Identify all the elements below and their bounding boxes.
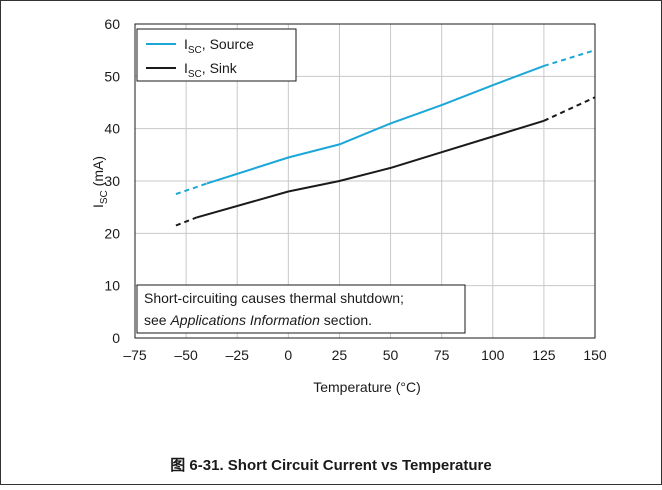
y-tick-labels: 0 10 20 30 40 50 60 <box>104 16 120 346</box>
legend-box <box>136 28 297 82</box>
y-axis-label-tail: (mA) <box>90 156 106 190</box>
x-tick-label: –75 <box>123 347 147 363</box>
y-tick-label: 20 <box>104 225 120 241</box>
y-axis-label-main: I <box>90 204 106 208</box>
legend-sink-main: I <box>184 60 188 76</box>
annotation-box <box>136 284 466 334</box>
x-tick-label: 100 <box>481 347 505 363</box>
y-tick-label: 0 <box>112 330 120 346</box>
x-tick-labels: –75 –50 –25 0 25 50 75 100 125 150 <box>123 347 607 363</box>
series-1-line <box>196 119 545 219</box>
annotation: Short-circuiting causes thermal shutdown… <box>136 284 466 334</box>
series-1-dashed-end <box>543 96 596 122</box>
plot-lines <box>175 49 596 227</box>
legend-entry-source: ISC, Source <box>184 36 254 56</box>
series-1-dashed-start <box>175 216 197 227</box>
y-tick-label: 30 <box>104 173 120 189</box>
annotation-line-1: Short-circuiting causes thermal shutdown… <box>144 290 404 306</box>
x-axis-label: Temperature (°C) <box>313 379 421 395</box>
series-0-line <box>206 64 545 185</box>
y-axis-label: ISC (mA) <box>90 156 110 208</box>
series-0-dashed-end <box>543 49 596 67</box>
series-0-dashed-start <box>175 182 207 196</box>
legend: ISC, Source ISC, Sink <box>136 28 297 82</box>
annotation-line-2-italic: Applications Information <box>169 312 320 328</box>
legend-source-main: I <box>184 36 188 52</box>
y-tick-label: 10 <box>104 278 120 294</box>
x-tick-label: 125 <box>532 347 556 363</box>
legend-sink-tail: , Sink <box>202 60 238 76</box>
x-tick-label: 150 <box>583 347 607 363</box>
y-tick-label: 40 <box>104 121 120 137</box>
x-tick-label: 25 <box>332 347 348 363</box>
y-tick-label: 60 <box>104 16 120 32</box>
x-tick-label: 50 <box>383 347 399 363</box>
legend-source-tail: , Source <box>202 36 254 52</box>
x-tick-label: 0 <box>284 347 292 363</box>
annotation-line-2-pre: see <box>144 312 170 328</box>
figure-caption: 图 6-31. Short Circuit Current vs Tempera… <box>170 457 491 474</box>
x-tick-label: 75 <box>434 347 450 363</box>
x-tick-label: –50 <box>174 347 198 363</box>
annotation-line-2-post: section. <box>320 312 372 328</box>
x-tick-label: –25 <box>226 347 250 363</box>
y-axis-label-sub: SC <box>99 190 110 204</box>
y-tick-label: 50 <box>104 68 120 84</box>
legend-entry-sink: ISC, Sink <box>184 60 238 80</box>
legend-sink-sub: SC <box>188 69 202 80</box>
plot-border <box>134 23 596 339</box>
legend-source-sub: SC <box>188 45 202 56</box>
annotation-line-2: see Applications Information section. <box>144 312 372 328</box>
